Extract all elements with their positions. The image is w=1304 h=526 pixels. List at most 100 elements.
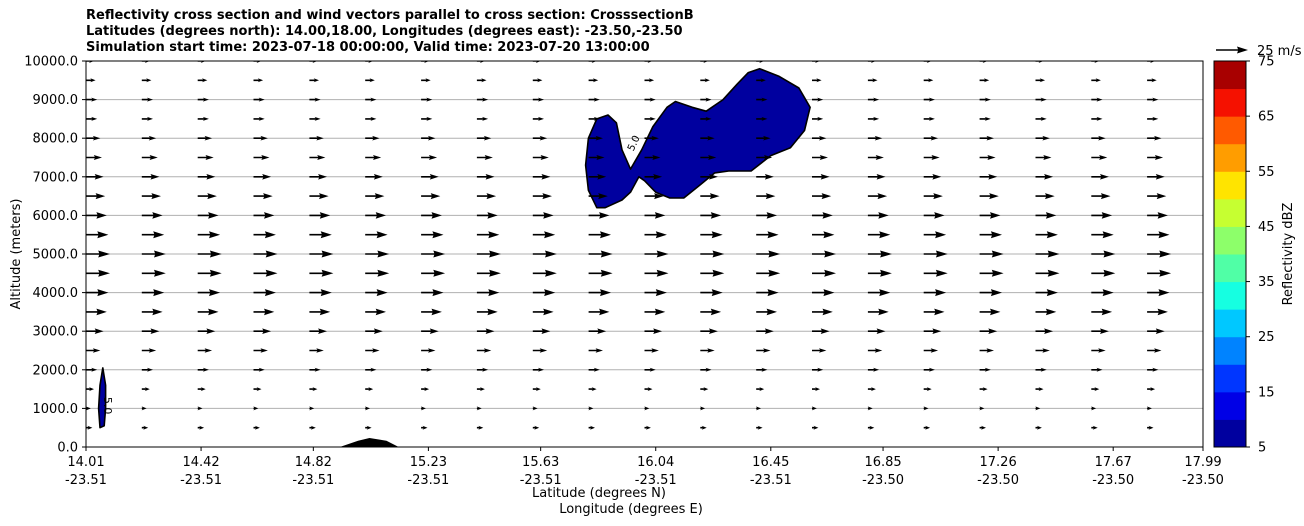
wind-arrow [1147,193,1167,200]
wind-arrow [197,116,209,121]
colorbar-frame [1213,60,1247,448]
wind-arrow [812,425,819,430]
wind-arrow [588,387,597,392]
x-tick-label-latitude: 14.42 [182,455,219,470]
wind-arrow [476,308,498,316]
colorbar-label: Reflectivity dBZ [1281,203,1296,306]
terrain-shape [341,437,398,447]
contour-label: 5.0 [626,134,643,153]
wind-arrow [867,78,878,83]
wind-arrow [476,387,485,392]
wind-arrow [86,406,91,411]
wind-arrow [644,78,655,83]
y-tick-label: 4000.0 [33,286,79,301]
wind-arrow [476,135,492,141]
wind-arrow [1035,367,1047,372]
wind-arrow [253,425,260,430]
wind-arrow [700,308,722,316]
wind-arrow [253,97,265,102]
wind-arrow [979,367,991,372]
wind-arrow [644,387,653,392]
y-tick-label: 8000.0 [33,132,79,147]
wind-arrow [1091,250,1116,258]
wind-arrow [1035,387,1044,392]
title-line-1: Reflectivity cross section and wind vect… [86,8,694,23]
wind-arrow [141,97,153,102]
wind-arrow [979,425,986,430]
wind-arrow [1035,212,1057,219]
wind-arrow [811,406,817,411]
wind-arrow [867,97,880,102]
wind-arrow [1147,116,1159,121]
wind-arrow [644,328,663,334]
wind-arrow [588,116,600,121]
wind-arrow [197,135,213,141]
wind-arrow [86,193,106,200]
wind-arrow [1147,135,1162,141]
colorbar-band [1214,254,1246,283]
wind-arrow [1091,289,1114,297]
x-tick-label-longitude: -23.51 [292,473,334,488]
wind-arrow [644,308,666,316]
wind-arrow [197,174,216,180]
x-tick-label-latitude: 15.63 [522,455,559,470]
wind-arrow [812,231,835,239]
wind-arrow [588,425,595,430]
wind-arrow [700,425,707,430]
wind-arrow [141,269,166,277]
wind-arrow [588,97,600,102]
wind-arrow [309,387,318,392]
wind-arrow [1202,406,1203,411]
wind-arrow [141,367,153,372]
wind-arrow [1035,308,1057,316]
wind-arrow [253,289,276,297]
wind-arrow [86,250,110,258]
wind-arrow [1091,269,1116,277]
wind-arrow [253,174,272,180]
wind-arrow [1035,348,1050,353]
wind-arrow [1035,328,1054,334]
wind-arrow [532,116,544,121]
colorbar-tick-label: 65 [1258,110,1275,125]
wind-arrow [197,193,217,200]
wind-arrow [197,97,209,102]
wind-arrow [532,367,544,372]
wind-arrow [365,250,390,258]
wind-arrow [867,250,892,258]
wind-arrow [756,193,776,200]
wind-arrow [756,250,781,258]
y-tick-label: 10000.0 [24,55,78,70]
wind-arrow [309,97,321,102]
wind-arrow [700,367,712,372]
wind-arrow [923,406,929,411]
wind-arrow [197,155,214,160]
colorbar-tick-label: 5 [1258,441,1266,456]
wind-arrow [1203,59,1211,63]
contour-label: 5.0 [101,397,114,415]
wind-arrow [588,193,608,200]
wind-arrow [923,231,947,239]
wind-arrow [756,406,761,411]
wind-arrow [1091,367,1103,372]
wind-arrow [421,135,436,141]
wind-arrow [253,135,268,141]
wind-arrow [756,308,777,316]
wind-arrow [700,328,718,334]
wind-arrow [476,269,501,277]
wind-arrow [700,155,717,160]
wind-arrow [1091,387,1100,392]
wind-arrow [421,97,433,102]
wind-arrow [86,367,98,372]
y-axis-title: Altitude (meters) [9,199,24,310]
wind-arrow [420,406,426,411]
wind-arrow [421,289,444,297]
wind-arrow [197,78,208,83]
wind-arrow [86,425,93,430]
wind-arrow [421,425,428,430]
wind-arrow [756,116,768,121]
wind-arrow [1147,308,1168,316]
wind-arrow [1091,193,1111,200]
colorbar-band [1214,171,1246,200]
wind-arrow [1035,174,1054,180]
wind-arrow [923,116,935,121]
